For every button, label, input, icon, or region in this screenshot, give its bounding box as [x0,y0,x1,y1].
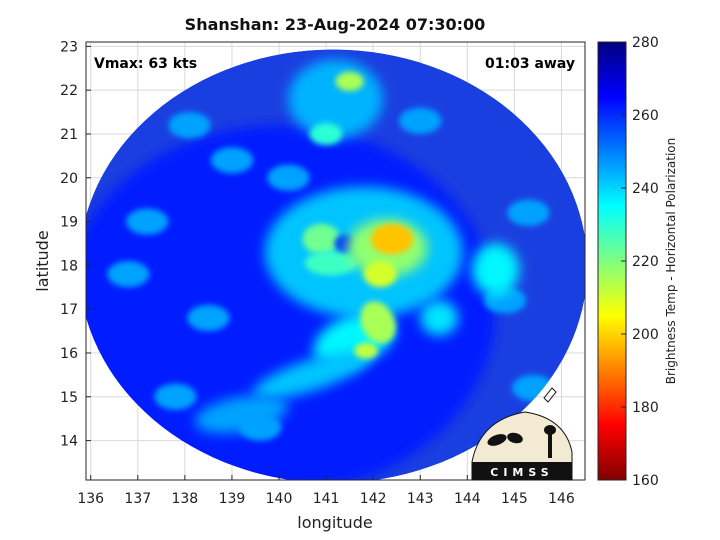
colorbar-tick-label: 180 [632,400,659,416]
logo-text: CIMSS [490,466,553,479]
logo-tower [548,432,552,458]
x-tick-label: 143 [407,491,434,507]
x-tick-label: 142 [360,491,387,507]
east-band-south [420,300,458,336]
logo-tower-top [544,425,556,435]
y-axis-label: latitude [33,230,52,291]
vmax-label: Vmax: 63 kts [94,56,197,72]
y-tick-label: 23 [60,39,78,55]
eyewall-core-south [363,261,397,288]
x-tick-label: 138 [171,491,198,507]
x-tick-label: 144 [454,491,481,507]
eyewall-west [302,223,341,255]
east-band [472,243,520,297]
logo-banner [472,462,572,480]
shallow-cloud-cell [168,112,211,139]
outer-band-north-cell [309,123,343,145]
y-tick-label: 17 [60,302,78,318]
shallow-cloud-cell [154,383,197,410]
logo-dish-right [507,432,523,444]
y-tick-label: 20 [60,171,78,187]
colorbar-ticks: 160 180 200 220 240 260 280 [621,35,659,489]
chart-title: Shanshan: 23-Aug-2024 07:30:00 [185,15,486,34]
convective-features [86,59,555,480]
shallow-cloud-cell [267,164,310,191]
y-tick-label: 14 [60,434,78,450]
x-tick-label: 145 [501,491,528,507]
colorbar-tick-label: 200 [632,327,659,343]
y-tick-label: 21 [60,127,78,143]
colorbar-tick-label: 160 [632,473,659,489]
spiral-band-far-tail [194,395,288,434]
plot-frame [85,41,586,481]
spiral-band-south [360,301,396,344]
x-tick-label: 136 [77,491,104,507]
logo-dish-left [487,434,507,446]
x-tick-label: 139 [219,491,246,507]
y-tick-label: 15 [60,390,78,406]
shallow-cloud-cell [507,199,550,226]
y-tick-label: 18 [60,258,78,274]
x-ticks: 136 137 138 139 140 141 142 143 144 145 146 [77,475,575,507]
shallow-cloud-cell [187,304,230,332]
outer-band-north-core [335,71,364,92]
eyewall-south [304,250,357,276]
y-tick-label: 19 [60,215,78,231]
time-offset-label: 01:03 away [485,56,575,72]
x-axis-label: longitude [297,513,372,532]
colorbar-tick-label: 280 [632,35,659,51]
colorbar: 160 180 200 220 240 260 280 Brightness Temp - … [597,35,678,489]
x-tick-label: 141 [313,491,340,507]
colorbar-tick-label: 240 [632,181,659,197]
shallow-cloud-cell [210,147,254,174]
spiral-band-tail [253,351,371,399]
colorbar-label: Brightness Temp - Horizontal Polarizatio… [664,138,678,385]
logo-spacecraft [543,387,557,403]
brightness-temp-swath [86,49,585,480]
shallow-cloud-cell [399,107,442,134]
colorbar-tick-label: 220 [632,254,659,270]
plot-area: 136 137 138 139 140 141 142 143 144 145 146 14 15 16… [60,39,586,507]
y-ticks: 14 15 16 17 18 19 20 21 22 23 [60,39,91,450]
x-tick-label: 140 [266,491,293,507]
spiral-band-south-cell [354,342,378,359]
y-tick-label: 22 [60,83,78,99]
x-tick-label: 146 [548,491,575,507]
cimss-logo: CIMSS [471,387,573,481]
shallow-cloud-cell [107,261,150,288]
x-tick-label: 137 [124,491,151,507]
y-tick-label: 16 [60,346,78,362]
eyewall-core [370,223,414,255]
shallow-cloud-cell [126,208,169,235]
colorbar-tick-label: 260 [632,108,659,124]
